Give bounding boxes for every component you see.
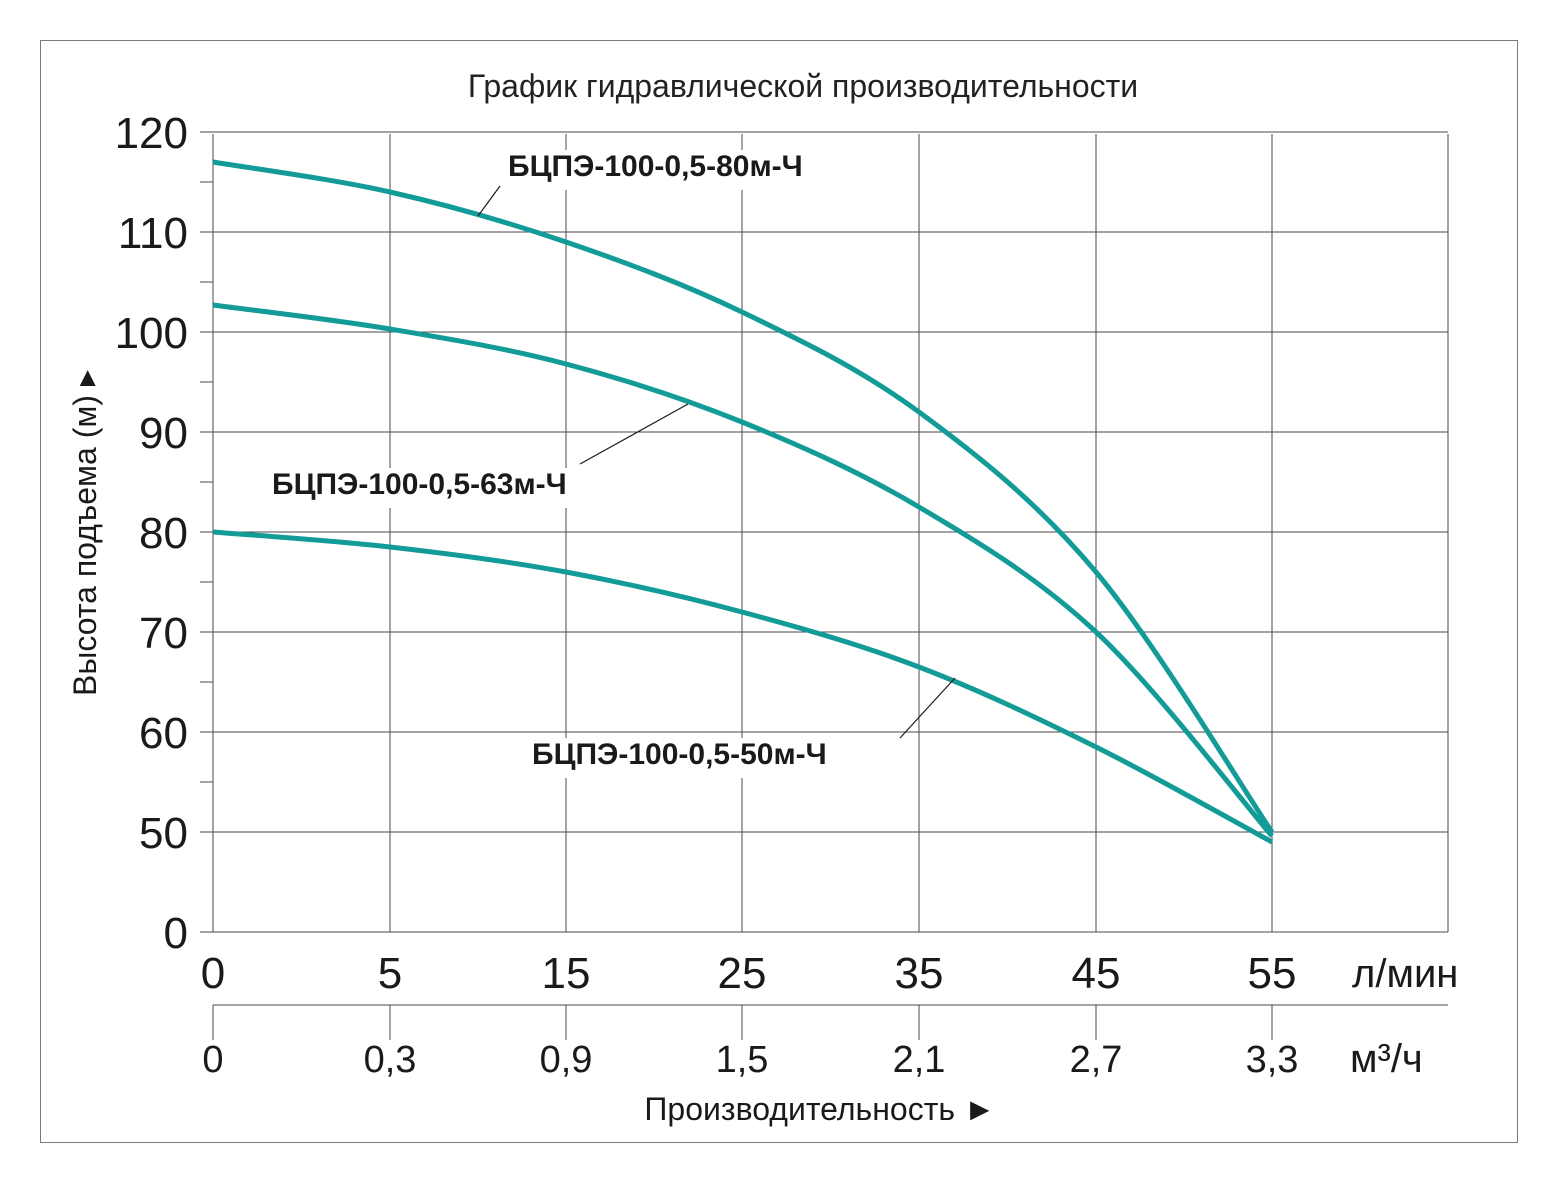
series-label: БЦПЭ-100-0,5-63м-Ч (272, 468, 567, 501)
y-axis-label: Высота подъема (м) ▸ (67, 370, 103, 696)
x-tick-label: 25 (718, 949, 767, 998)
y-tick-label: 110 (118, 209, 188, 258)
series-label-bg (498, 150, 880, 190)
x-secondary-tick-label: 0,3 (364, 1039, 417, 1081)
x-tick-label: 0 (201, 949, 225, 998)
y-tick-label: 120 (115, 109, 188, 158)
x-secondary-tick-label: 0 (202, 1039, 223, 1081)
x-secondary-tick-label: 1,5 (716, 1039, 769, 1081)
x-unit-secondary: м³/ч (1350, 1037, 1423, 1081)
y-tick-label: 90 (139, 409, 188, 458)
series-leader-line (477, 185, 501, 217)
y-tick-label: 100 (115, 309, 188, 358)
x-tick-label: 45 (1072, 949, 1121, 998)
x-unit-primary: л/мин (1352, 952, 1458, 996)
y-tick-label: 50 (139, 809, 188, 858)
series-label-bg (262, 468, 644, 508)
x-secondary-tick-label: 2,1 (893, 1039, 946, 1081)
series-lines (212, 159, 1275, 845)
series-line (212, 159, 1275, 834)
series-label: БЦПЭ-100-0,5-50м-Ч (532, 738, 827, 771)
x-secondary-tick-label: 3,3 (1246, 1039, 1299, 1081)
grid (200, 131, 1449, 1040)
series-label-bg (522, 738, 904, 778)
x-axis-label: Производительность ► (644, 1091, 995, 1127)
y-tick-label: 0 (164, 909, 188, 958)
chart-title: График гидравлической производительности (468, 68, 1138, 104)
x-secondary-tick-label: 0,9 (540, 1039, 593, 1081)
series-line (212, 302, 1274, 838)
series-leader-line (579, 403, 689, 465)
x-tick-label: 55 (1248, 949, 1297, 998)
y-tick-label: 70 (139, 609, 188, 658)
x-secondary-tick-label: 2,7 (1070, 1039, 1123, 1081)
series-leader-line (899, 677, 956, 739)
y-tick-label: 60 (139, 709, 188, 758)
series-labels: БЦПЭ-100-0,5-80м-Ч БЦПЭ-100-0,5-63м-Ч БЦПЭ… (262, 150, 956, 778)
tick-labels: 0 50 60 70 80 90 100 110 120 0 5 15 25 35 45 55 0 0,3 0,9 1… (115, 109, 1299, 1081)
x-tick-label: 15 (542, 949, 591, 998)
y-tick-label: 80 (139, 509, 188, 558)
series-label: БЦПЭ-100-0,5-80м-Ч (508, 150, 803, 183)
chart-frame (40, 40, 1518, 1143)
x-tick-label: 35 (895, 949, 944, 998)
series-line (212, 529, 1274, 845)
x-tick-label: 5 (378, 949, 402, 998)
